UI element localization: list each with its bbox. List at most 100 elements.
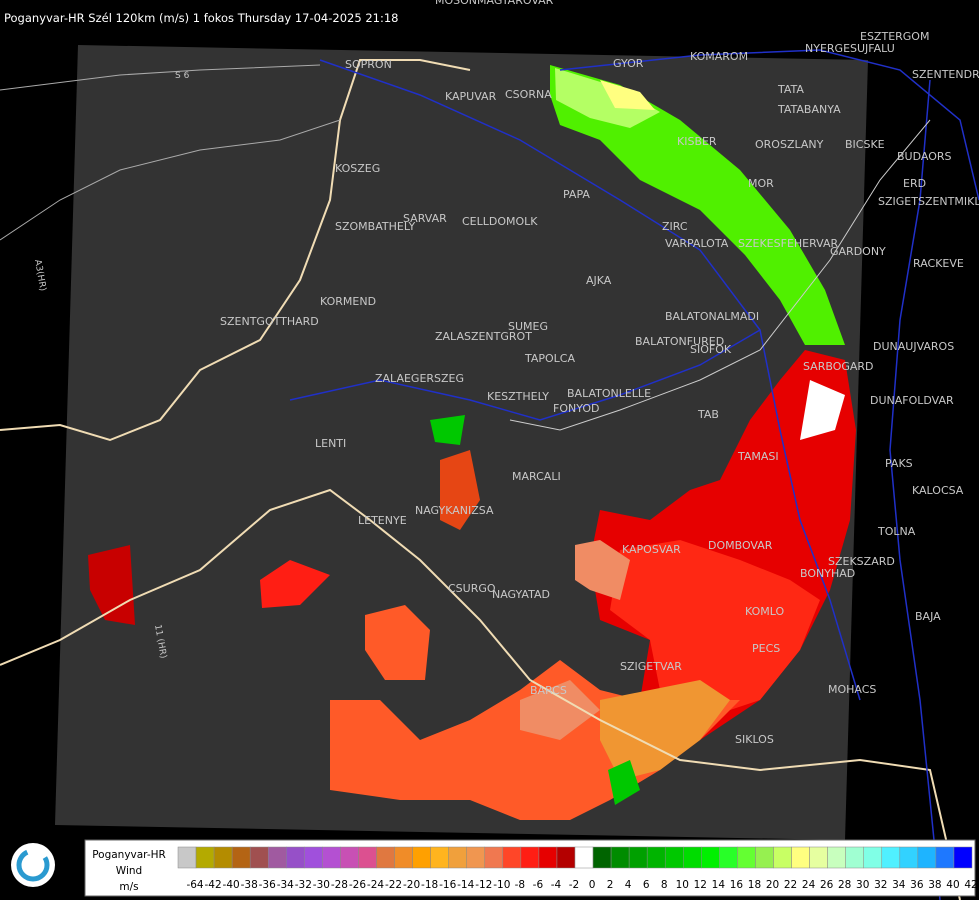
legend-quantity: Wind	[116, 865, 142, 877]
legend-swatch	[664, 846, 684, 869]
legend-swatch	[809, 846, 828, 869]
legend-swatch	[592, 846, 612, 869]
legend-label: -30	[313, 879, 330, 891]
legend-label: -38	[241, 879, 258, 891]
place-label: SOPRON	[345, 58, 392, 71]
echo	[800, 380, 845, 440]
place-label: BICSKE	[845, 138, 885, 151]
place-label: SARVAR	[403, 212, 447, 225]
place-label: NYERGESUJFALU	[805, 42, 895, 55]
legend-label: -8	[515, 879, 525, 891]
place-label: SZENTENDRE	[912, 68, 979, 81]
place-label: ZIRC	[662, 220, 688, 233]
place-label: TATA	[777, 83, 804, 96]
place-label: MOHACS	[828, 683, 876, 696]
legend-swatch	[628, 846, 648, 869]
echo	[520, 680, 600, 740]
legend-scale: -64 -42 -40 -38 -36 -34 -32 -30 -28 -26 -24 -22 -20-…	[177, 846, 978, 891]
legend-label: 40	[946, 879, 959, 891]
place-label: TAMASI	[737, 450, 779, 463]
place-label: TOLNA	[877, 525, 916, 538]
legend-label: -6	[533, 879, 544, 891]
place-label: TAB	[697, 408, 719, 421]
place-label: KORMEND	[320, 295, 376, 308]
legend-swatch	[755, 846, 774, 869]
legend-swatch	[304, 846, 323, 869]
place-label: SZIGETVAR	[620, 660, 682, 673]
place-label: TAPOLCA	[524, 352, 575, 365]
legend-swatch	[520, 846, 540, 869]
legend-swatch	[917, 846, 937, 869]
legend-label: -22	[385, 879, 402, 891]
road	[509, 119, 931, 431]
legend-swatch	[231, 846, 251, 869]
legend-label: -42	[205, 879, 222, 891]
echo	[600, 80, 655, 110]
legend-label: 14	[712, 879, 726, 891]
legend-swatch	[286, 846, 305, 869]
echo	[575, 540, 630, 600]
legend-label: -24	[367, 879, 384, 891]
place-label: MOSONMAGYAROVAR	[435, 0, 554, 7]
echo	[555, 68, 660, 128]
legend-label: 16	[730, 879, 744, 891]
place-label: PECS	[752, 642, 780, 655]
legend-label: -14	[457, 879, 474, 891]
legend-label: 2	[607, 879, 614, 891]
legend-label: -40	[223, 879, 240, 891]
legend-swatch	[267, 846, 287, 869]
place-label: VARPALOTA	[665, 237, 729, 250]
legend-swatch	[574, 846, 594, 869]
echoes	[88, 65, 856, 820]
road	[0, 64, 321, 91]
river	[889, 79, 941, 900]
place-label: CSURGO	[448, 582, 496, 595]
legend-swatch	[213, 846, 233, 869]
place-label: KOMLO	[745, 605, 784, 618]
place-label: DUNAUJVAROS	[873, 340, 954, 353]
legend-label: -4	[551, 879, 562, 891]
legend-label: 8	[661, 879, 668, 891]
map-title: Poganyvar-HR Szél 120km (m/s) 1 fokos Th…	[4, 11, 398, 25]
legend-label: 18	[748, 879, 761, 891]
legend-swatch	[683, 846, 702, 869]
echo	[600, 680, 730, 780]
place-label: PAPA	[563, 188, 590, 201]
legend-label: 38	[928, 879, 941, 891]
legend-swatch	[610, 846, 630, 869]
legend-label: 12	[694, 879, 707, 891]
place-label: KOMAROM	[690, 50, 748, 63]
legend-swatch	[448, 846, 467, 869]
legend-swatch	[358, 846, 377, 869]
place-label: SARBOGARD	[803, 360, 874, 373]
legend-swatch	[502, 846, 522, 869]
legend-label: 24	[802, 879, 816, 891]
legend-swatch	[376, 846, 395, 869]
place-label: SIOFOK	[690, 343, 732, 356]
legend-label: -32	[295, 879, 312, 891]
place-label: SIKLOS	[735, 733, 774, 746]
legend-swatch	[538, 846, 558, 869]
legend-swatch	[322, 846, 341, 869]
legend-swatch	[791, 846, 810, 869]
legend-swatch	[737, 846, 756, 869]
legend-label: -36	[259, 879, 276, 891]
legend-label: 22	[784, 879, 797, 891]
legend-swatch	[466, 846, 486, 869]
place-label: OROSZLANY	[755, 138, 824, 151]
place-label: SZOMBATHELY	[335, 220, 415, 233]
legend-swatch	[719, 846, 738, 869]
labels: MOSONMAGYAROVAR SOPRON GYOR KOMAROM ESZTERGO…	[32, 0, 979, 746]
logo-swirl	[16, 848, 50, 882]
legend-label: -34	[277, 879, 294, 891]
road-label: S 6	[175, 71, 190, 81]
place-label: DOMBOVAR	[708, 539, 773, 552]
legend-swatch	[646, 846, 666, 869]
legend-swatch	[899, 846, 919, 869]
legend-unit: m/s	[119, 881, 138, 893]
legend-swatch	[484, 846, 504, 869]
echo	[610, 540, 820, 720]
place-label: NAGYATAD	[492, 588, 550, 601]
county-line	[289, 329, 761, 421]
